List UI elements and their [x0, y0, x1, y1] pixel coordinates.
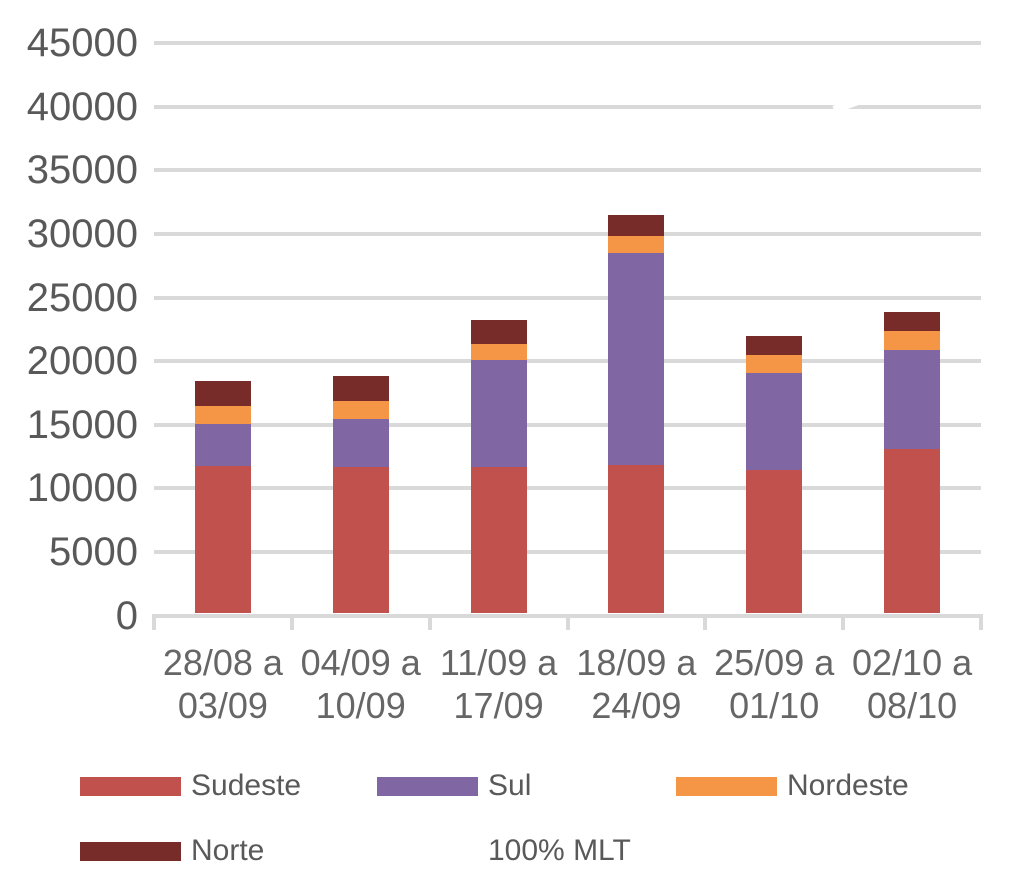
- bar-segment-nordeste-week-1: [194, 406, 251, 424]
- legend-label-sudeste: Sudeste: [191, 769, 302, 802]
- x-axis-tick-0: [152, 613, 156, 630]
- x-category-label-line: 04/09 a: [300, 642, 421, 683]
- x-axis-tick-4: [703, 613, 708, 630]
- bar-segment-sul-week-3: [470, 360, 527, 468]
- bar-segment-norte-week-2: [332, 375, 389, 402]
- y-tick-label-15000: 15000: [26, 402, 138, 447]
- x-category-label-3: 11/09 a 17/09: [430, 641, 568, 727]
- y-tick-label-35000: 35000: [26, 148, 138, 193]
- legend-marker-sudeste: [80, 776, 181, 796]
- x-category-label-line: 17/09: [453, 685, 544, 726]
- bar-week-2: [332, 375, 389, 614]
- y-tick-label-45000: 45000: [26, 21, 138, 66]
- gridline-40000: [154, 104, 981, 109]
- bar-segment-nordeste-week-2: [332, 401, 389, 419]
- y-tick-label-25000: 25000: [26, 275, 138, 320]
- bar-segment-nordeste-week-5: [746, 355, 803, 374]
- bar-segment-norte-week-1: [194, 380, 251, 407]
- gridline-25000: [154, 295, 981, 300]
- bar-segment-sudeste-week-2: [332, 467, 389, 614]
- x-category-label-line: 18/09 a: [576, 642, 697, 683]
- bar-segment-sudeste-week-6: [884, 449, 941, 614]
- legend-item-nordeste: Nordeste: [676, 769, 909, 803]
- legend-marker-norte: [80, 841, 181, 861]
- x-category-label-2: 04/09 a 10/09: [292, 641, 430, 727]
- legend-marker-100-mlt-line: [377, 841, 478, 861]
- gridline-5000: [154, 549, 981, 554]
- legend-label-norte: Norte: [191, 834, 265, 867]
- x-category-label-6: 02/10 a 08/10: [843, 641, 981, 727]
- gridline-10000: [154, 486, 981, 491]
- bar-segment-sul-week-2: [332, 418, 389, 468]
- y-tick-label-30000: 30000: [26, 212, 138, 256]
- gridline-45000: [154, 41, 981, 46]
- bar-segment-sudeste-week-1: [194, 465, 251, 614]
- bar-segment-norte-week-6: [884, 312, 941, 332]
- bar-segment-sudeste-week-3: [470, 467, 527, 614]
- x-category-label-4: 18/09 a 24/09: [568, 641, 706, 727]
- x-axis-tick-2: [427, 613, 432, 630]
- x-axis-tick-1: [289, 613, 294, 630]
- bar-segment-sul-week-6: [884, 350, 941, 450]
- x-category-label-line: 24/09: [591, 685, 682, 726]
- x-category-label-line: 08/10: [867, 685, 958, 726]
- x-category-label-line: 01/10: [729, 685, 820, 726]
- gridline-20000: [154, 359, 981, 364]
- y-tick-label-0: 0: [115, 593, 138, 638]
- legend-marker-nordeste: [676, 776, 777, 796]
- legend-item-sudeste: Sudeste: [80, 769, 301, 803]
- x-axis-tick-5: [841, 613, 846, 630]
- bar-segment-nordeste-week-6: [884, 331, 941, 351]
- gridline-30000: [154, 232, 981, 236]
- bar-segment-sul-week-4: [608, 253, 665, 465]
- x-axis-tick-6: [979, 613, 983, 630]
- bar-segment-sul-week-5: [746, 373, 803, 470]
- bar-segment-sul-week-1: [194, 423, 251, 466]
- bar-week-3: [470, 319, 527, 614]
- y-tick-label-10000: 10000: [26, 466, 138, 511]
- bar-segment-norte-week-4: [608, 215, 665, 236]
- legend-label-100-mlt: 100% MLT: [488, 834, 631, 867]
- legend-label-nordeste: Nordeste: [787, 769, 909, 802]
- y-tick-label-5000: 5000: [49, 529, 138, 574]
- gridline-35000: [154, 168, 981, 173]
- legend-label-sul: Sul: [488, 769, 532, 802]
- bar-week-4: [608, 215, 665, 614]
- x-category-label-line: 10/09: [315, 685, 406, 726]
- bar-week-6: [884, 312, 941, 614]
- legend-marker-sul: [377, 776, 478, 796]
- y-tick-label-20000: 20000: [26, 339, 138, 384]
- bar-segment-sudeste-week-5: [746, 469, 803, 614]
- legend-item-norte: Norte: [80, 834, 264, 868]
- x-category-label-line: 28/08 a: [162, 642, 283, 683]
- bar-week-5: [746, 336, 803, 614]
- legend-item-sul: Sul: [377, 769, 531, 803]
- x-category-label-line: 11/09 a: [439, 642, 558, 683]
- y-tick-label-40000: 40000: [26, 84, 138, 129]
- x-category-label-5: 25/09 a 01/10: [705, 641, 843, 727]
- bar-week-1: [194, 380, 251, 614]
- x-axis-tick-3: [565, 613, 570, 630]
- bar-segment-norte-week-5: [746, 336, 803, 356]
- mlt-100-line-gap: [832, 95, 862, 114]
- gridline-15000: [154, 422, 981, 427]
- x-category-label-line: 25/09 a: [714, 642, 835, 683]
- x-category-label-1: 28/08 a 03/09: [154, 641, 292, 727]
- bar-segment-sudeste-week-4: [608, 464, 665, 614]
- x-category-label-line: 02/10 a: [852, 642, 973, 683]
- bar-segment-nordeste-week-4: [608, 235, 665, 254]
- bar-segment-nordeste-week-3: [470, 343, 527, 361]
- x-category-label-line: 03/09: [177, 685, 268, 726]
- legend-item-100-mlt: 100% MLT: [377, 834, 631, 868]
- bar-segment-norte-week-3: [470, 319, 527, 344]
